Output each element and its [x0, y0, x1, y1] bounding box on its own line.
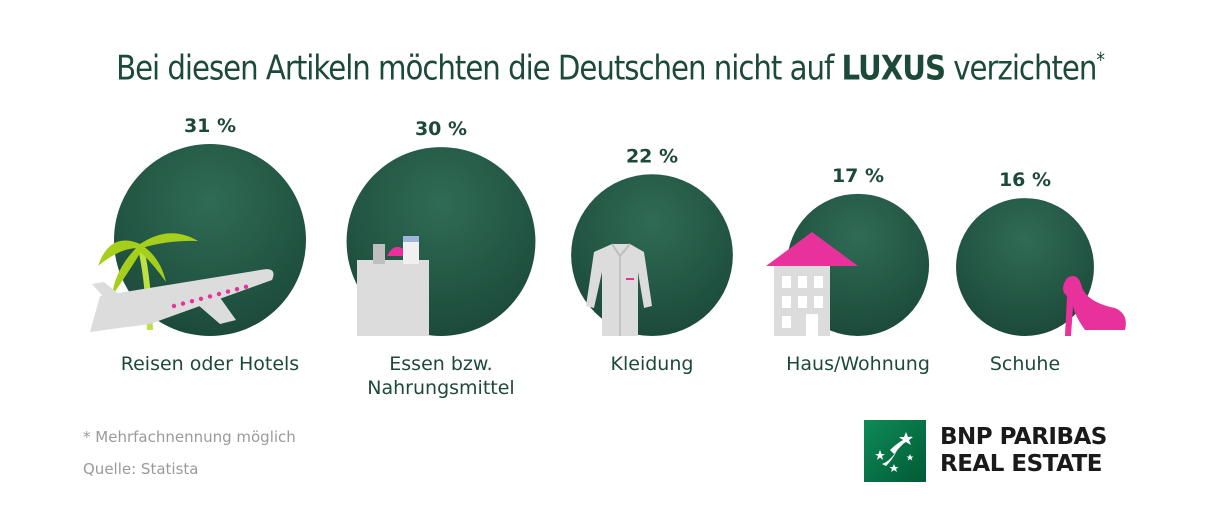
category-label-2: Nahrungsmittel — [367, 377, 514, 399]
high-heel-icon — [1063, 276, 1126, 336]
logo-line2: REAL ESTATE — [940, 451, 1102, 477]
shirt-icon — [586, 243, 652, 336]
grocery-bag-icon — [357, 236, 429, 336]
category-label-3: Kleidung — [611, 353, 694, 375]
bnp-paribas-logo: BNP PARIBAS REAL ESTATE — [864, 420, 1154, 484]
bubble-chart: 31 % Reisen oder Hotels 30 % Essen bzw.Nahr… — [90, 115, 1126, 399]
value-label-4: 17 % — [832, 165, 884, 187]
value-label-5: 16 % — [999, 169, 1051, 191]
value-label-2: 30 % — [415, 118, 467, 140]
category-label-4: Haus/Wohnung — [786, 353, 930, 375]
chart-title: Bei diesen Artikeln möchten die Deutsche… — [85, 48, 1134, 88]
bnp-stars-icon — [864, 420, 926, 482]
category-label-2: Essen bzw. — [389, 353, 492, 375]
category-label-5: Schuhe — [990, 353, 1060, 375]
airplane-palm-icon — [90, 233, 274, 332]
value-label-3: 22 % — [626, 145, 678, 167]
value-label-1: 31 % — [184, 115, 236, 137]
title-highlight: LUXUS — [841, 48, 947, 89]
title-text: Bei diesen Artikeln möchten die Deutsche… — [116, 48, 834, 89]
category-label-1: Reisen oder Hotels — [121, 353, 299, 375]
title-text-after: verzichten — [953, 48, 1097, 89]
footnote-source: Quelle: Statista — [83, 460, 199, 478]
bubble-5 — [956, 198, 1094, 336]
logo-line1: BNP PARIBAS — [940, 424, 1107, 450]
footnote-multiple: * Mehrfachnennung möglich — [83, 428, 296, 446]
title-asterisk: * — [1096, 48, 1105, 72]
house-icon — [766, 232, 858, 336]
